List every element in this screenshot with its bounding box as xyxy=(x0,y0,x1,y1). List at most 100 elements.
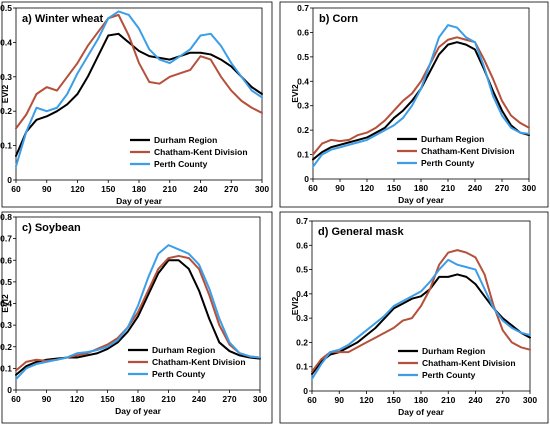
y-tick-label: 0.2 xyxy=(0,342,12,352)
legend-label: Perth County xyxy=(422,370,476,380)
y-tick-label: 0.2 xyxy=(296,337,308,347)
chart-panel-3: 0 0.1 0.2 0.3 0.4 0.5 0.6 0.7 0.8 60 90 120 150 180 21… xyxy=(0,211,273,424)
legend-label: Chatham-Kent Division xyxy=(154,147,248,157)
x-tick-label: 210 xyxy=(441,395,455,405)
y-tick-label: 0.5 xyxy=(297,52,309,62)
y-tick-label: 0.1 xyxy=(296,362,308,372)
series-line-3 xyxy=(312,24,530,168)
legend-label: Perth County xyxy=(152,369,206,379)
legend: Durham Region Chatham-Kent Division Perth … xyxy=(398,346,516,380)
legend-label: Perth County xyxy=(154,159,208,169)
y-axis-label: EVI2 xyxy=(0,294,10,313)
panel-title: a) Winter wheat xyxy=(22,13,104,25)
series-line-2 xyxy=(15,13,263,130)
y-tick-label: 0 xyxy=(7,385,12,395)
series-line-2 xyxy=(15,254,261,372)
series-line-1 xyxy=(15,32,263,157)
series-line-2 xyxy=(311,249,531,373)
legend-label: Durham Region xyxy=(421,134,484,144)
series-line-2 xyxy=(312,36,530,156)
y-tick-label: 0.3 xyxy=(0,72,12,82)
x-tick-label: 90 xyxy=(42,394,52,404)
panel-border xyxy=(279,211,549,424)
y-tick-label: 0.8 xyxy=(0,212,12,222)
x-tick-label: 90 xyxy=(335,395,345,405)
y-tick-label: 0.3 xyxy=(297,101,309,111)
series-line-3 xyxy=(15,10,263,168)
x-tick-label: 300 xyxy=(255,184,269,194)
x-tick-label: 300 xyxy=(253,394,267,404)
y-tick-label: 0.7 xyxy=(297,3,309,13)
chart-panel-4: 0 0.1 0.2 0.3 0.4 0.5 0.6 0.7 60 90 120 150 180 210 24… xyxy=(279,211,549,424)
x-tick-label: 120 xyxy=(359,395,373,405)
series-line-1 xyxy=(15,259,261,376)
x-tick-label: 120 xyxy=(70,184,84,194)
y-tick-label: 0 xyxy=(303,386,308,396)
y-axis-label: EVI2 xyxy=(290,297,300,316)
x-tick-label: 300 xyxy=(522,183,536,193)
x-tick-label: 180 xyxy=(414,183,428,193)
x-tick-label: 270 xyxy=(495,183,509,193)
y-tick-label: 0.5 xyxy=(296,265,308,275)
legend-label: Chatham-Kent Division xyxy=(421,146,515,156)
x-tick-label: 150 xyxy=(100,394,114,404)
y-tick-label: 0.7 xyxy=(296,216,308,226)
y-tick-label: 0 xyxy=(7,175,12,185)
y-axis-label: EVI2 xyxy=(0,85,10,104)
x-tick-label: 180 xyxy=(132,184,146,194)
x-tick-label: 210 xyxy=(161,394,175,404)
x-tick-label: 60 xyxy=(11,394,21,404)
y-tick-label: 0.6 xyxy=(297,27,309,37)
x-tick-label: 300 xyxy=(523,395,537,405)
chart-panel-2: 0 0.1 0.2 0.3 0.4 0.5 0.6 0.7 60 90 120 150 180 210 24… xyxy=(279,1,549,208)
y-tick-label: 0.6 xyxy=(296,240,308,250)
series-line-3 xyxy=(311,258,531,380)
x-axis-label: Day of year xyxy=(398,407,445,417)
x-tick-label: 90 xyxy=(42,184,52,194)
y-tick-label: 0.5 xyxy=(0,277,12,287)
x-tick-label: 240 xyxy=(468,183,482,193)
x-tick-label: 240 xyxy=(193,184,207,194)
x-tick-label: 270 xyxy=(222,394,236,404)
y-tick-label: 0.1 xyxy=(297,150,309,160)
x-tick-label: 180 xyxy=(131,394,145,404)
y-tick-label: 0.1 xyxy=(0,141,12,151)
panel-border xyxy=(1,1,273,208)
x-tick-label: 210 xyxy=(441,183,455,193)
x-tick-label: 270 xyxy=(224,184,238,194)
x-tick-label: 270 xyxy=(496,395,510,405)
panel-title: b) Corn xyxy=(319,13,358,25)
y-tick-label: 0.3 xyxy=(0,320,12,330)
x-tick-label: 240 xyxy=(192,394,206,404)
series-line-3 xyxy=(15,244,261,381)
panel-title: d) General mask xyxy=(318,226,404,238)
y-tick-label: 0.6 xyxy=(0,255,12,265)
x-tick-label: 120 xyxy=(70,394,84,404)
legend-label: Chatham-Kent Division xyxy=(152,357,246,367)
legend: Durham Region Chatham-Kent Division Perth … xyxy=(130,135,248,169)
x-axis-label: Day of year xyxy=(116,196,163,206)
x-tick-label: 60 xyxy=(307,395,317,405)
legend-label: Durham Region xyxy=(422,346,485,356)
x-tick-label: 180 xyxy=(414,395,428,405)
x-tick-label: 150 xyxy=(101,184,115,194)
y-tick-label: 0.4 xyxy=(296,289,308,299)
x-tick-label: 90 xyxy=(335,183,345,193)
x-tick-label: 120 xyxy=(360,183,374,193)
y-tick-label: 0.3 xyxy=(296,313,308,323)
panel-title: c) Soybean xyxy=(22,222,81,234)
y-tick-label: 0.7 xyxy=(0,234,12,244)
legend-label: Durham Region xyxy=(152,345,215,355)
y-tick-label: 0.4 xyxy=(0,37,12,47)
y-axis-label: EVI2 xyxy=(290,84,300,103)
y-tick-label: 0.2 xyxy=(0,106,12,116)
legend: Durham Region Chatham-Kent Division Perth … xyxy=(128,345,246,379)
x-tick-label: 60 xyxy=(308,183,318,193)
x-tick-label: 240 xyxy=(468,395,482,405)
x-tick-label: 210 xyxy=(163,184,177,194)
panel-border xyxy=(279,1,549,208)
legend: Durham Region Chatham-Kent Division Perth … xyxy=(397,134,515,168)
x-tick-label: 150 xyxy=(387,183,401,193)
x-tick-label: 60 xyxy=(11,184,21,194)
y-tick-label: 0.4 xyxy=(0,299,12,309)
